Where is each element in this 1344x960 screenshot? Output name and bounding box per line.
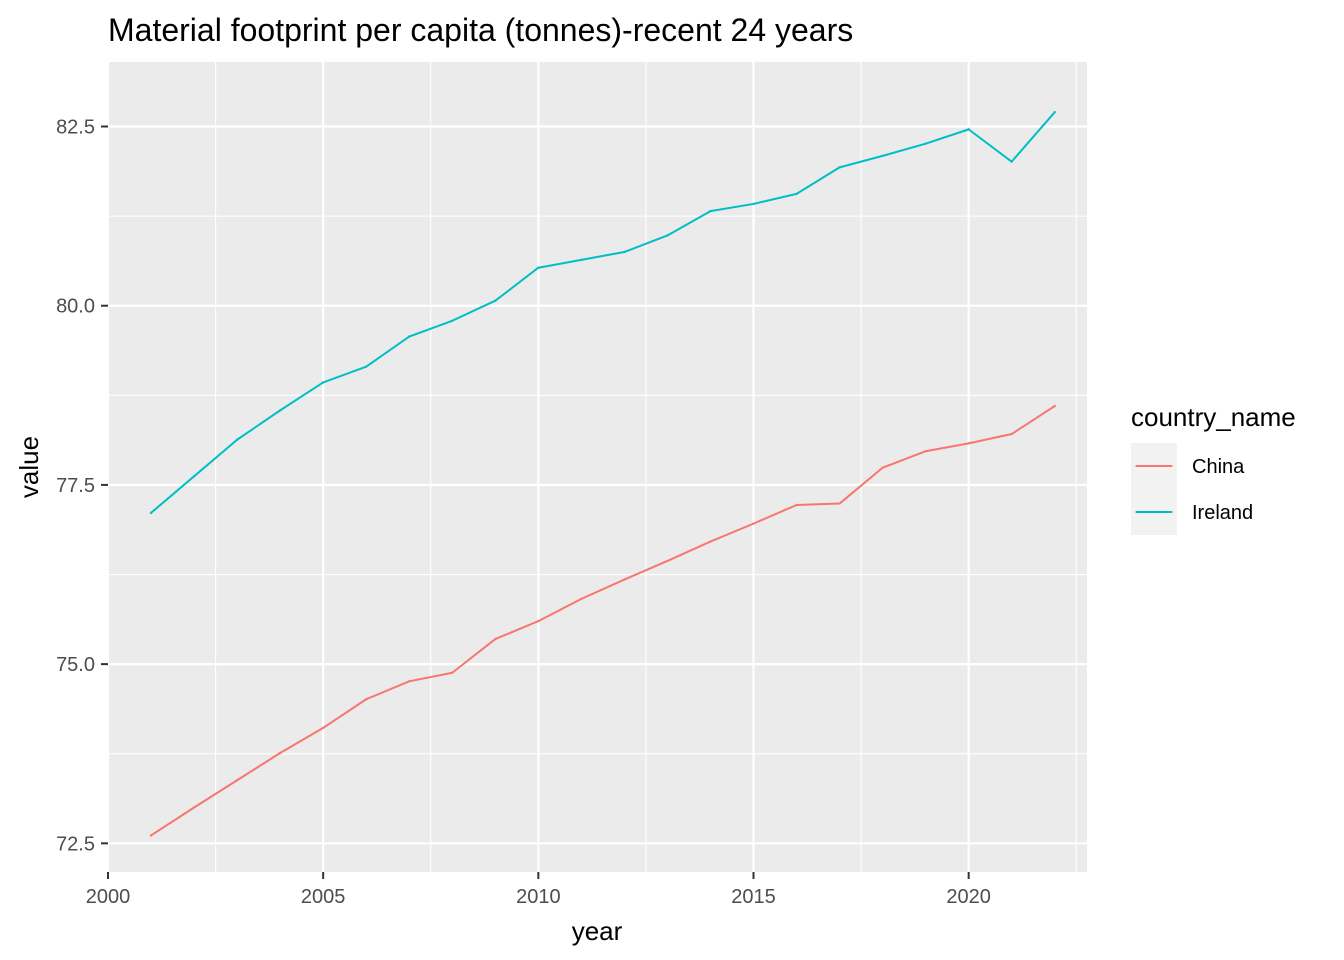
data-point-ireland [580, 258, 583, 262]
y-axis-title: value [14, 436, 44, 498]
x-axis: 2000 2005 2010 2015 2020 [86, 872, 991, 908]
data-point-china [967, 442, 970, 445]
data-point-ireland [666, 234, 669, 237]
data-point-ireland [192, 475, 196, 478]
data-point-ireland [623, 250, 626, 254]
series-lines [149, 110, 1056, 837]
data-point-ireland [321, 381, 325, 384]
data-point-ireland [537, 266, 540, 269]
data-point-ireland [709, 209, 712, 213]
data-point-china [235, 779, 239, 782]
major-gridlines [106, 62, 1087, 872]
data-point-china [278, 751, 282, 755]
data-point-china [364, 698, 368, 701]
data-point-china [321, 726, 325, 730]
minor-gridlines [108, 62, 1087, 872]
plot-panel [108, 62, 1087, 872]
data-point-china [795, 503, 798, 507]
data-point-ireland [795, 192, 798, 196]
legend: country_name China Ireland [1131, 402, 1296, 535]
legend-label-china: China [1192, 456, 1245, 478]
data-point-ireland [451, 319, 454, 322]
data-point-china [881, 466, 884, 469]
legend-label-ireland: Ireland [1192, 502, 1253, 524]
x-axis-title: year [572, 916, 623, 946]
legend-title: country_name [1131, 402, 1296, 432]
data-point-china [752, 522, 755, 525]
data-point-china [1010, 432, 1013, 436]
y-axis: 72.5 75.0 77.5 80.0 82.5 [56, 117, 108, 855]
data-point-china [838, 502, 841, 505]
y-tick-label: 77.5 [56, 475, 95, 497]
series-line-ireland [150, 111, 1056, 514]
data-point-china [537, 619, 540, 623]
x-tick-label: 2005 [301, 886, 346, 908]
data-point-ireland [278, 409, 282, 412]
data-point-ireland [967, 128, 970, 131]
data-point-ireland [494, 299, 497, 302]
data-point-china [580, 597, 583, 601]
data-point-ireland [364, 365, 368, 368]
data-point-ireland [1053, 110, 1056, 114]
data-point-china [1053, 404, 1056, 408]
legend-items: China Ireland [1131, 443, 1253, 535]
data-point-china [924, 450, 927, 453]
data-point-china [494, 637, 497, 641]
data-point-ireland [1010, 160, 1013, 163]
data-point-china [149, 834, 153, 837]
data-point-ireland [924, 142, 927, 145]
data-point-ireland [752, 202, 755, 206]
chart-title: Material footprint per capita (tonnes)-r… [108, 12, 853, 48]
series-line-china [150, 405, 1056, 837]
data-point-ireland [881, 154, 884, 158]
data-point-china [623, 578, 626, 581]
x-tick-label: 2000 [86, 886, 131, 908]
x-tick-label: 2015 [731, 886, 776, 908]
data-point-ireland [408, 335, 411, 338]
y-tick-label: 82.5 [56, 117, 95, 139]
data-point-ireland [838, 166, 841, 169]
data-point-china [666, 559, 669, 563]
y-tick-label: 75.0 [56, 654, 95, 676]
data-point-ireland [235, 438, 239, 441]
data-point-ireland [149, 511, 153, 515]
data-point-china [192, 806, 196, 809]
data-point-china [408, 680, 411, 683]
data-point-china [709, 540, 712, 543]
x-tick-label: 2010 [516, 886, 561, 908]
data-point-china [451, 671, 454, 674]
y-tick-label: 72.5 [56, 833, 95, 855]
y-tick-label: 80.0 [56, 296, 95, 318]
x-tick-label: 2020 [946, 886, 991, 908]
